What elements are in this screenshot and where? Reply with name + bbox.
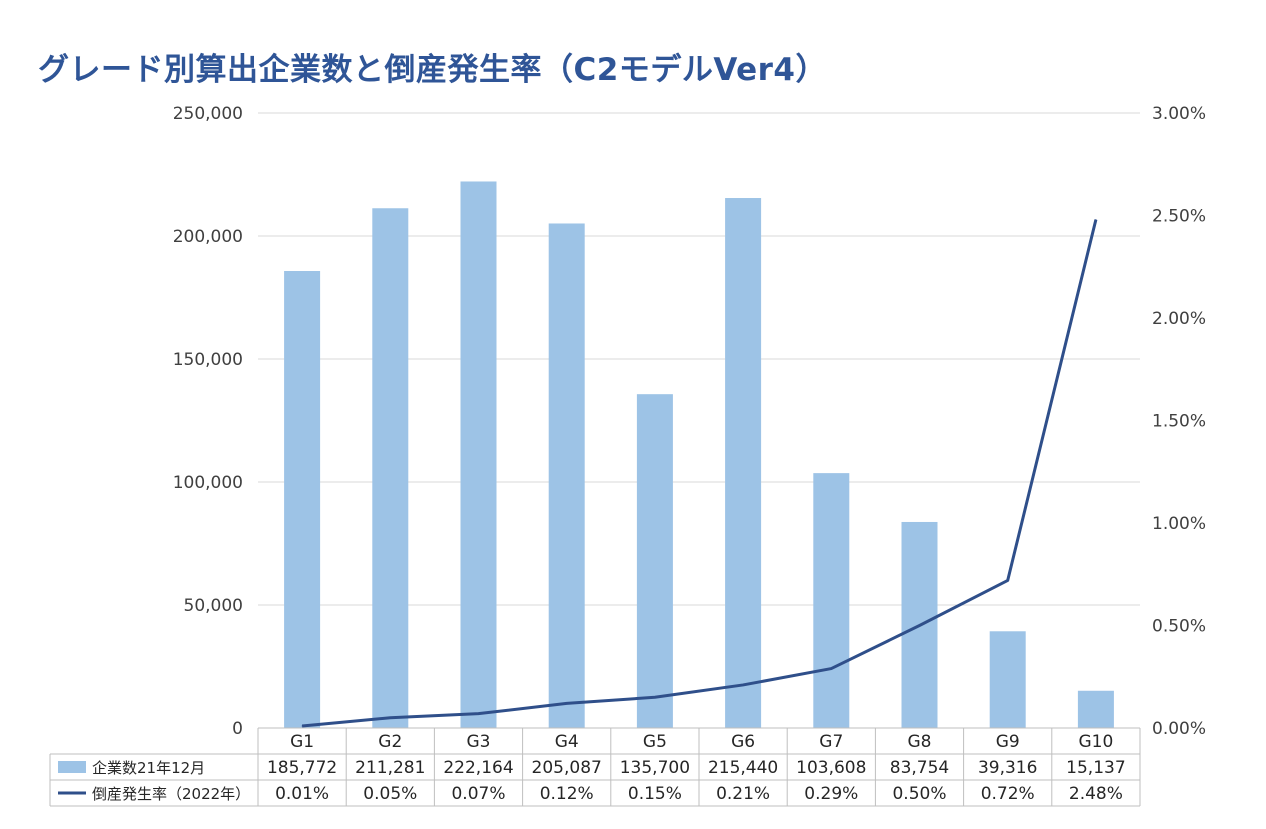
line-point-G10 [1095,219,1097,221]
right-tick-label: 3.00% [1152,104,1206,124]
bar-G5 [636,394,673,728]
bar-G1 [284,271,321,728]
line-point-G4 [566,702,568,704]
line-series [301,219,1098,728]
bar-G7 [813,473,850,728]
left-tick-label: 200,000 [173,227,243,247]
left-tick-label: 100,000 [173,473,243,493]
bar-series [284,181,1114,729]
bar-G9 [989,631,1026,728]
table-cell-value: 103,608 [796,758,866,778]
category-label: G3 [467,732,491,752]
right-tick-label: 1.50% [1152,412,1206,432]
legend-label: 倒産発生率（2022年） [92,785,250,803]
left-tick-label: 250,000 [173,104,243,124]
table-cell-value: 0.07% [451,784,505,804]
bar-G3 [460,181,497,728]
left-tick-label: 0 [232,719,243,739]
legend-key-bar [58,761,86,773]
right-tick-label: 0.00% [1152,719,1206,739]
table-cell-value: 2.48% [1069,784,1123,804]
category-label: G6 [731,732,755,752]
table-cell-value: 185,772 [267,758,337,778]
right-axis: 0.00% 0.50% 1.00% 1.50% 2.00% 2.50% 3.00% [1152,104,1206,739]
left-axis: 0 50,000 100,000 150,000 200,000 250,000 [173,104,243,739]
category-label: G1 [290,732,314,752]
table-cell-value: 211,281 [355,758,425,778]
table-cell-value: 0.05% [363,784,417,804]
left-tick-label: 150,000 [173,350,243,370]
table-cell-value: 15,137 [1066,758,1125,778]
line-point-G3 [478,713,479,715]
data-table: G1 G2 G3 G4 G5 G6 G7 G8 G9 G10 企業数21年12月 185,772 211… [49,727,1141,807]
table-cell-value: 0.72% [981,784,1035,804]
bar-G6 [725,198,762,729]
table-cell-value: 0.50% [892,784,946,804]
category-label: G7 [819,732,843,752]
line-倒産発生率 [301,219,1098,728]
category-label: G10 [1078,732,1113,752]
category-label: G8 [908,732,932,752]
line-point-G6 [742,684,744,686]
table-cell-value: 0.12% [540,784,594,804]
table-cell-value: 0.29% [804,784,858,804]
table-cell-value: 0.21% [716,784,770,804]
bar-G4 [548,223,585,729]
table-cell-value: 222,164 [443,758,513,778]
bar-G2 [372,208,409,729]
line-point-G8 [919,625,920,626]
bar-G10 [1077,690,1114,728]
table-cell-value: 135,700 [620,758,690,778]
line-point-G1 [301,725,303,727]
line-point-G9 [1007,579,1009,581]
table-cell-value: 0.01% [275,784,329,804]
line-point-G2 [389,717,391,719]
category-label: G5 [643,732,667,752]
line-point-G7 [830,668,832,670]
category-label: G9 [996,732,1020,752]
category-label: G2 [378,732,402,752]
right-tick-label: 0.50% [1152,617,1206,637]
page-title: グレード別算出企業数と倒産発生率（C2モデルVer4） [38,52,827,88]
table-cell-value: 215,440 [708,758,778,778]
legend-label: 企業数21年12月 [92,759,205,777]
table-cell-value: 205,087 [532,758,602,778]
right-tick-label: 2.00% [1152,309,1206,329]
right-tick-label: 2.50% [1152,207,1206,227]
table-cell-value: 83,754 [890,758,949,778]
category-label: G4 [555,732,579,752]
table-cell-value: 0.15% [628,784,682,804]
right-tick-label: 1.00% [1152,514,1206,534]
table-cell-value: 39,316 [978,758,1037,778]
left-tick-label: 50,000 [184,596,243,616]
line-point-G5 [654,696,656,698]
